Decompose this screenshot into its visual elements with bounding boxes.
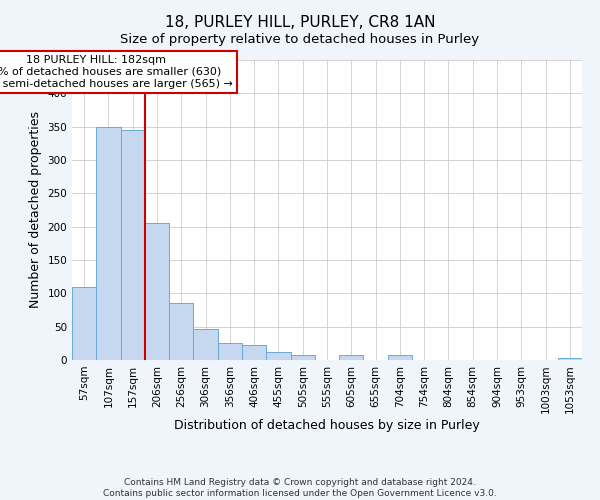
Bar <box>145 224 169 360</box>
Text: Size of property relative to detached houses in Purley: Size of property relative to detached ho… <box>121 32 479 46</box>
Bar <box>558 358 582 360</box>
Bar <box>290 356 315 360</box>
X-axis label: Distribution of detached houses by size in Purley: Distribution of detached houses by size … <box>174 419 480 432</box>
Y-axis label: Number of detached properties: Number of detached properties <box>29 112 42 308</box>
Bar <box>193 328 218 360</box>
Bar <box>242 344 266 360</box>
Bar <box>169 302 193 360</box>
Text: Contains HM Land Registry data © Crown copyright and database right 2024.
Contai: Contains HM Land Registry data © Crown c… <box>103 478 497 498</box>
Bar <box>266 352 290 360</box>
Bar <box>218 342 242 360</box>
Bar <box>96 126 121 360</box>
Bar <box>339 354 364 360</box>
Text: 18, PURLEY HILL, PURLEY, CR8 1AN: 18, PURLEY HILL, PURLEY, CR8 1AN <box>165 15 435 30</box>
Bar <box>72 286 96 360</box>
Text: 18 PURLEY HILL: 182sqm
← 53% of detached houses are smaller (630)
47% of semi-de: 18 PURLEY HILL: 182sqm ← 53% of detached… <box>0 56 233 88</box>
Bar <box>388 356 412 360</box>
Bar <box>121 130 145 360</box>
